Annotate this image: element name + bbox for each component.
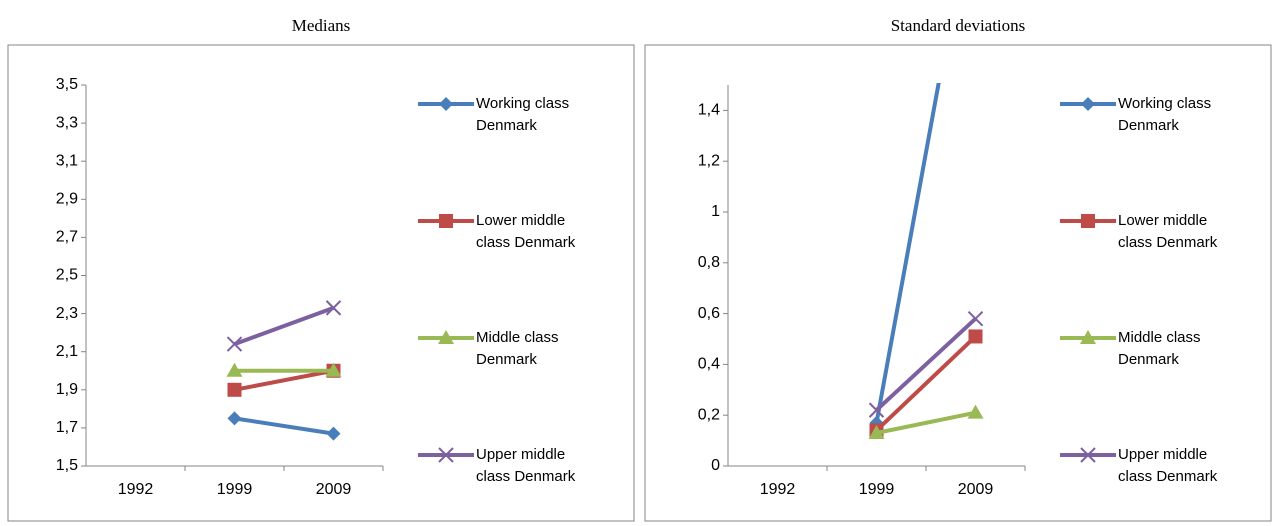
y-tick-label: 1 <box>711 203 720 220</box>
y-tick-label: 1,7 <box>56 419 78 436</box>
chart-frame <box>7 44 635 522</box>
legend-label: Working class Denmark <box>476 95 570 134</box>
marker <box>227 411 242 426</box>
series-line <box>874 83 941 424</box>
legend-marker <box>438 447 454 463</box>
y-tick-label: 2,1 <box>56 343 78 360</box>
marker <box>868 402 885 418</box>
legend-marker <box>1081 214 1095 228</box>
x-tick-label: 1992 <box>760 481 796 498</box>
legend-label: Upper middle class Denmark <box>476 446 576 485</box>
x-tick-label: 2009 <box>316 481 352 498</box>
marker <box>226 362 243 377</box>
legend-marker <box>439 214 453 228</box>
y-tick-label: 0 <box>711 457 720 474</box>
y-tick-label: 2,3 <box>56 305 78 322</box>
x-tick-label: 1999 <box>217 481 253 498</box>
x-tick-label: 1992 <box>118 481 154 498</box>
y-tick-label: 0,4 <box>698 356 720 373</box>
marker <box>226 336 243 352</box>
y-tick-label: 1,4 <box>698 102 720 119</box>
marker <box>868 424 885 439</box>
y-tick-label: 0,8 <box>698 254 720 271</box>
series-line <box>875 317 977 412</box>
marker <box>967 404 984 419</box>
marker <box>326 426 341 441</box>
plot <box>868 83 984 439</box>
marker <box>968 329 983 344</box>
y-tick-label: 3,5 <box>56 76 78 93</box>
series-line <box>234 416 334 436</box>
marker <box>325 362 342 377</box>
legend-label: Middle class Denmark <box>476 329 559 368</box>
chart-frame <box>644 44 1272 522</box>
legend-label: Lower middle class Denmark <box>476 212 576 251</box>
series-line <box>233 306 335 346</box>
x-tick-label: 2009 <box>958 481 994 498</box>
legend-marker <box>1080 330 1096 344</box>
y-tick-label: 1,2 <box>698 152 720 169</box>
y-tick-label: 0,6 <box>698 305 720 322</box>
x-tick-label: 1999 <box>859 481 895 498</box>
y-tick-label: 1,9 <box>56 381 78 398</box>
legend-marker <box>1080 447 1096 463</box>
legend-label: Lower middle class Denmark <box>1118 212 1218 251</box>
legend-label: Middle class Denmark <box>1118 329 1201 368</box>
y-tick-label: 1,5 <box>56 457 78 474</box>
series-line <box>876 410 976 435</box>
plot <box>226 300 342 441</box>
legend-marker <box>1081 97 1095 111</box>
y-tick-label: 2,7 <box>56 229 78 246</box>
y-tick-label: 3,1 <box>56 152 78 169</box>
legend-marker <box>439 97 453 111</box>
legend-label: Upper middle class Denmark <box>1118 446 1218 485</box>
y-tick-label: 3,3 <box>56 114 78 131</box>
series-line <box>234 368 334 392</box>
y-tick-label: 2,5 <box>56 267 78 284</box>
legend-label: Working class Denmark <box>1118 95 1212 134</box>
chart-title: Medians <box>292 16 351 35</box>
y-tick-label: 2,9 <box>56 191 78 208</box>
marker <box>325 300 342 316</box>
marker <box>227 382 242 397</box>
legend-marker <box>438 330 454 344</box>
y-tick-label: 0,2 <box>698 406 720 423</box>
series-line <box>875 335 977 432</box>
chart-title: Standard deviations <box>891 16 1026 35</box>
marker <box>967 310 984 327</box>
